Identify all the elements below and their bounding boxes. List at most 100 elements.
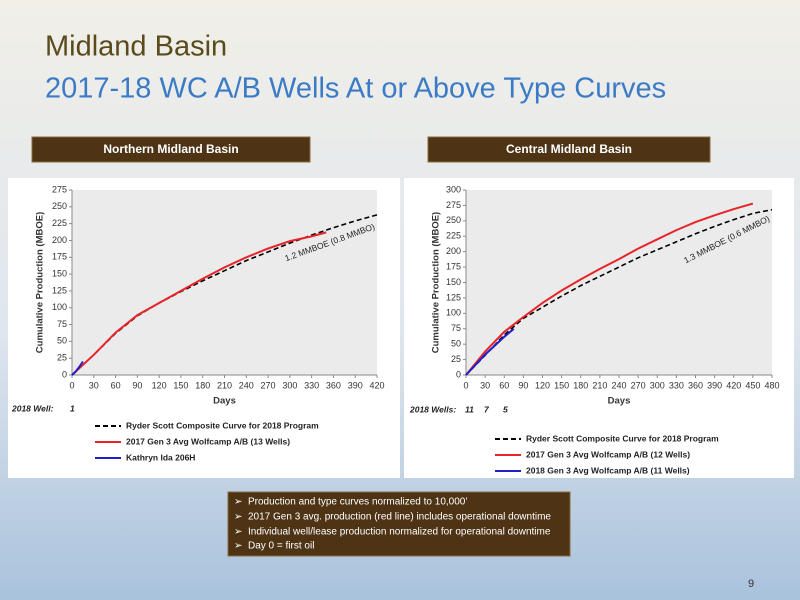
x-tick-label: 180	[573, 380, 588, 390]
well-count: 5	[503, 404, 508, 414]
bullet-icon: ➢	[234, 497, 242, 508]
y-tick-label: 150	[52, 268, 67, 278]
well-count: 11	[465, 404, 474, 414]
y-tick-label: 250	[52, 201, 67, 211]
y-tick-label: 300	[446, 184, 461, 194]
x-tick-label: 420	[726, 380, 741, 390]
x-tick-label: 390	[348, 380, 363, 390]
x-tick-label: 90	[518, 380, 528, 390]
note: Individual well/lease production normali…	[248, 527, 551, 538]
y-axis-title: Cumulative Production (MBOE)	[35, 212, 46, 353]
series-line	[71, 360, 84, 376]
legend-label: 2017 Gen 3 Avg Wolfcamp A/B (13 Wells)	[126, 436, 290, 446]
y-tick-label: 275	[446, 200, 461, 210]
x-tick-label: 90	[132, 380, 142, 390]
x-tick-label: 270	[631, 380, 646, 390]
y-tick-label: 0	[456, 369, 461, 379]
x-tick-label: 240	[611, 380, 626, 390]
x-tick-label: 120	[535, 380, 550, 390]
x-tick-label: 0	[69, 380, 74, 390]
well-label: 2018 Well:	[11, 403, 54, 413]
bullet-icon: ➢	[234, 541, 242, 552]
x-tick-label: 270	[261, 380, 276, 390]
series-line	[71, 214, 378, 376]
panel-header	[31, 136, 311, 163]
series-line	[465, 328, 515, 376]
series-line	[465, 208, 773, 376]
legend-label: Ryder Scott Composite Curve for 2018 Pro…	[526, 433, 719, 443]
y-tick-label: 25	[57, 353, 67, 363]
plot-area	[466, 190, 772, 375]
x-tick-label: 120	[152, 380, 167, 390]
x-tick-label: 480	[764, 380, 779, 390]
x-axis-title: Days	[213, 396, 236, 407]
page-number: 9	[748, 578, 754, 590]
legend-label: 2018 Gen 3 Avg Wolfcamp A/B (11 Wells)	[526, 465, 690, 475]
x-tick-label: 0	[463, 380, 468, 390]
y-tick-label: 25	[451, 354, 461, 364]
y-tick-label: 275	[52, 184, 67, 194]
panel-title: Central Midland Basin	[506, 142, 632, 156]
y-tick-label: 125	[52, 285, 67, 295]
y-tick-label: 100	[446, 308, 461, 318]
x-tick-label: 240	[239, 380, 254, 390]
x-tick-label: 210	[217, 380, 232, 390]
x-tick-label: 330	[669, 380, 684, 390]
x-tick-label: 360	[326, 380, 341, 390]
y-tick-label: 125	[446, 292, 461, 302]
x-tick-label: 300	[282, 380, 297, 390]
well-count: 1	[70, 403, 75, 413]
x-tick-label: 300	[650, 380, 665, 390]
panel-header	[427, 136, 711, 163]
x-tick-label: 150	[173, 380, 188, 390]
well-count: 7	[484, 404, 490, 414]
x-tick-label: 30	[89, 380, 99, 390]
y-tick-label: 50	[57, 336, 67, 346]
y-tick-label: 75	[451, 323, 461, 333]
bullet-icon: ➢	[234, 527, 242, 538]
legend-label: Ryder Scott Composite Curve for 2018 Pro…	[126, 420, 319, 430]
y-axis-title: Cumulative Production (MBOE)	[431, 212, 442, 353]
y-tick-label: 75	[57, 319, 67, 329]
y-tick-label: 150	[446, 277, 461, 287]
y-tick-label: 225	[446, 231, 461, 241]
x-tick-label: 420	[369, 380, 384, 390]
x-tick-label: 60	[499, 380, 509, 390]
x-tick-label: 180	[195, 380, 210, 390]
slide-title: Midland Basin	[45, 31, 227, 63]
notes-box	[227, 491, 571, 557]
note: Day 0 = first oil	[248, 541, 314, 552]
x-tick-label: 390	[707, 380, 722, 390]
series-line	[465, 202, 754, 376]
legend-label: Kathryn Ida 206H	[126, 452, 195, 462]
x-axis-title: Days	[608, 396, 631, 407]
legend-label: 2017 Gen 3 Avg Wolfcamp A/B (12 Wells)	[526, 449, 690, 459]
y-tick-label: 175	[446, 261, 461, 271]
panel-title: Northern Midland Basin	[103, 142, 238, 156]
x-tick-label: 360	[688, 380, 703, 390]
plot-area	[72, 190, 377, 375]
y-tick-label: 0	[62, 369, 67, 379]
note: Production and type curves normalized to…	[248, 497, 468, 508]
well-label: 2018 Wells:	[409, 404, 456, 414]
x-tick-label: 30	[480, 380, 490, 390]
y-tick-label: 250	[446, 215, 461, 225]
y-tick-label: 50	[451, 339, 461, 349]
notes: ➢ ➢ ➢ ➢ Production and type curves norma…	[234, 497, 551, 552]
x-tick-label: 150	[554, 380, 569, 390]
x-tick-label: 330	[304, 380, 319, 390]
y-tick-label: 225	[52, 218, 67, 228]
x-tick-label: 210	[592, 380, 607, 390]
series-line	[71, 231, 327, 376]
note: 2017 Gen 3 avg. production (red line) in…	[248, 512, 551, 523]
x-tick-label: 60	[111, 380, 121, 390]
x-tick-label: 450	[745, 380, 760, 390]
y-tick-label: 200	[446, 246, 461, 256]
slide-subtitle: 2017-18 WC A/B Wells At or Above Type Cu…	[45, 73, 666, 105]
y-tick-label: 175	[52, 252, 67, 262]
y-tick-label: 100	[52, 302, 67, 312]
bullet-icon: ➢	[234, 512, 242, 523]
y-tick-label: 200	[52, 235, 67, 245]
